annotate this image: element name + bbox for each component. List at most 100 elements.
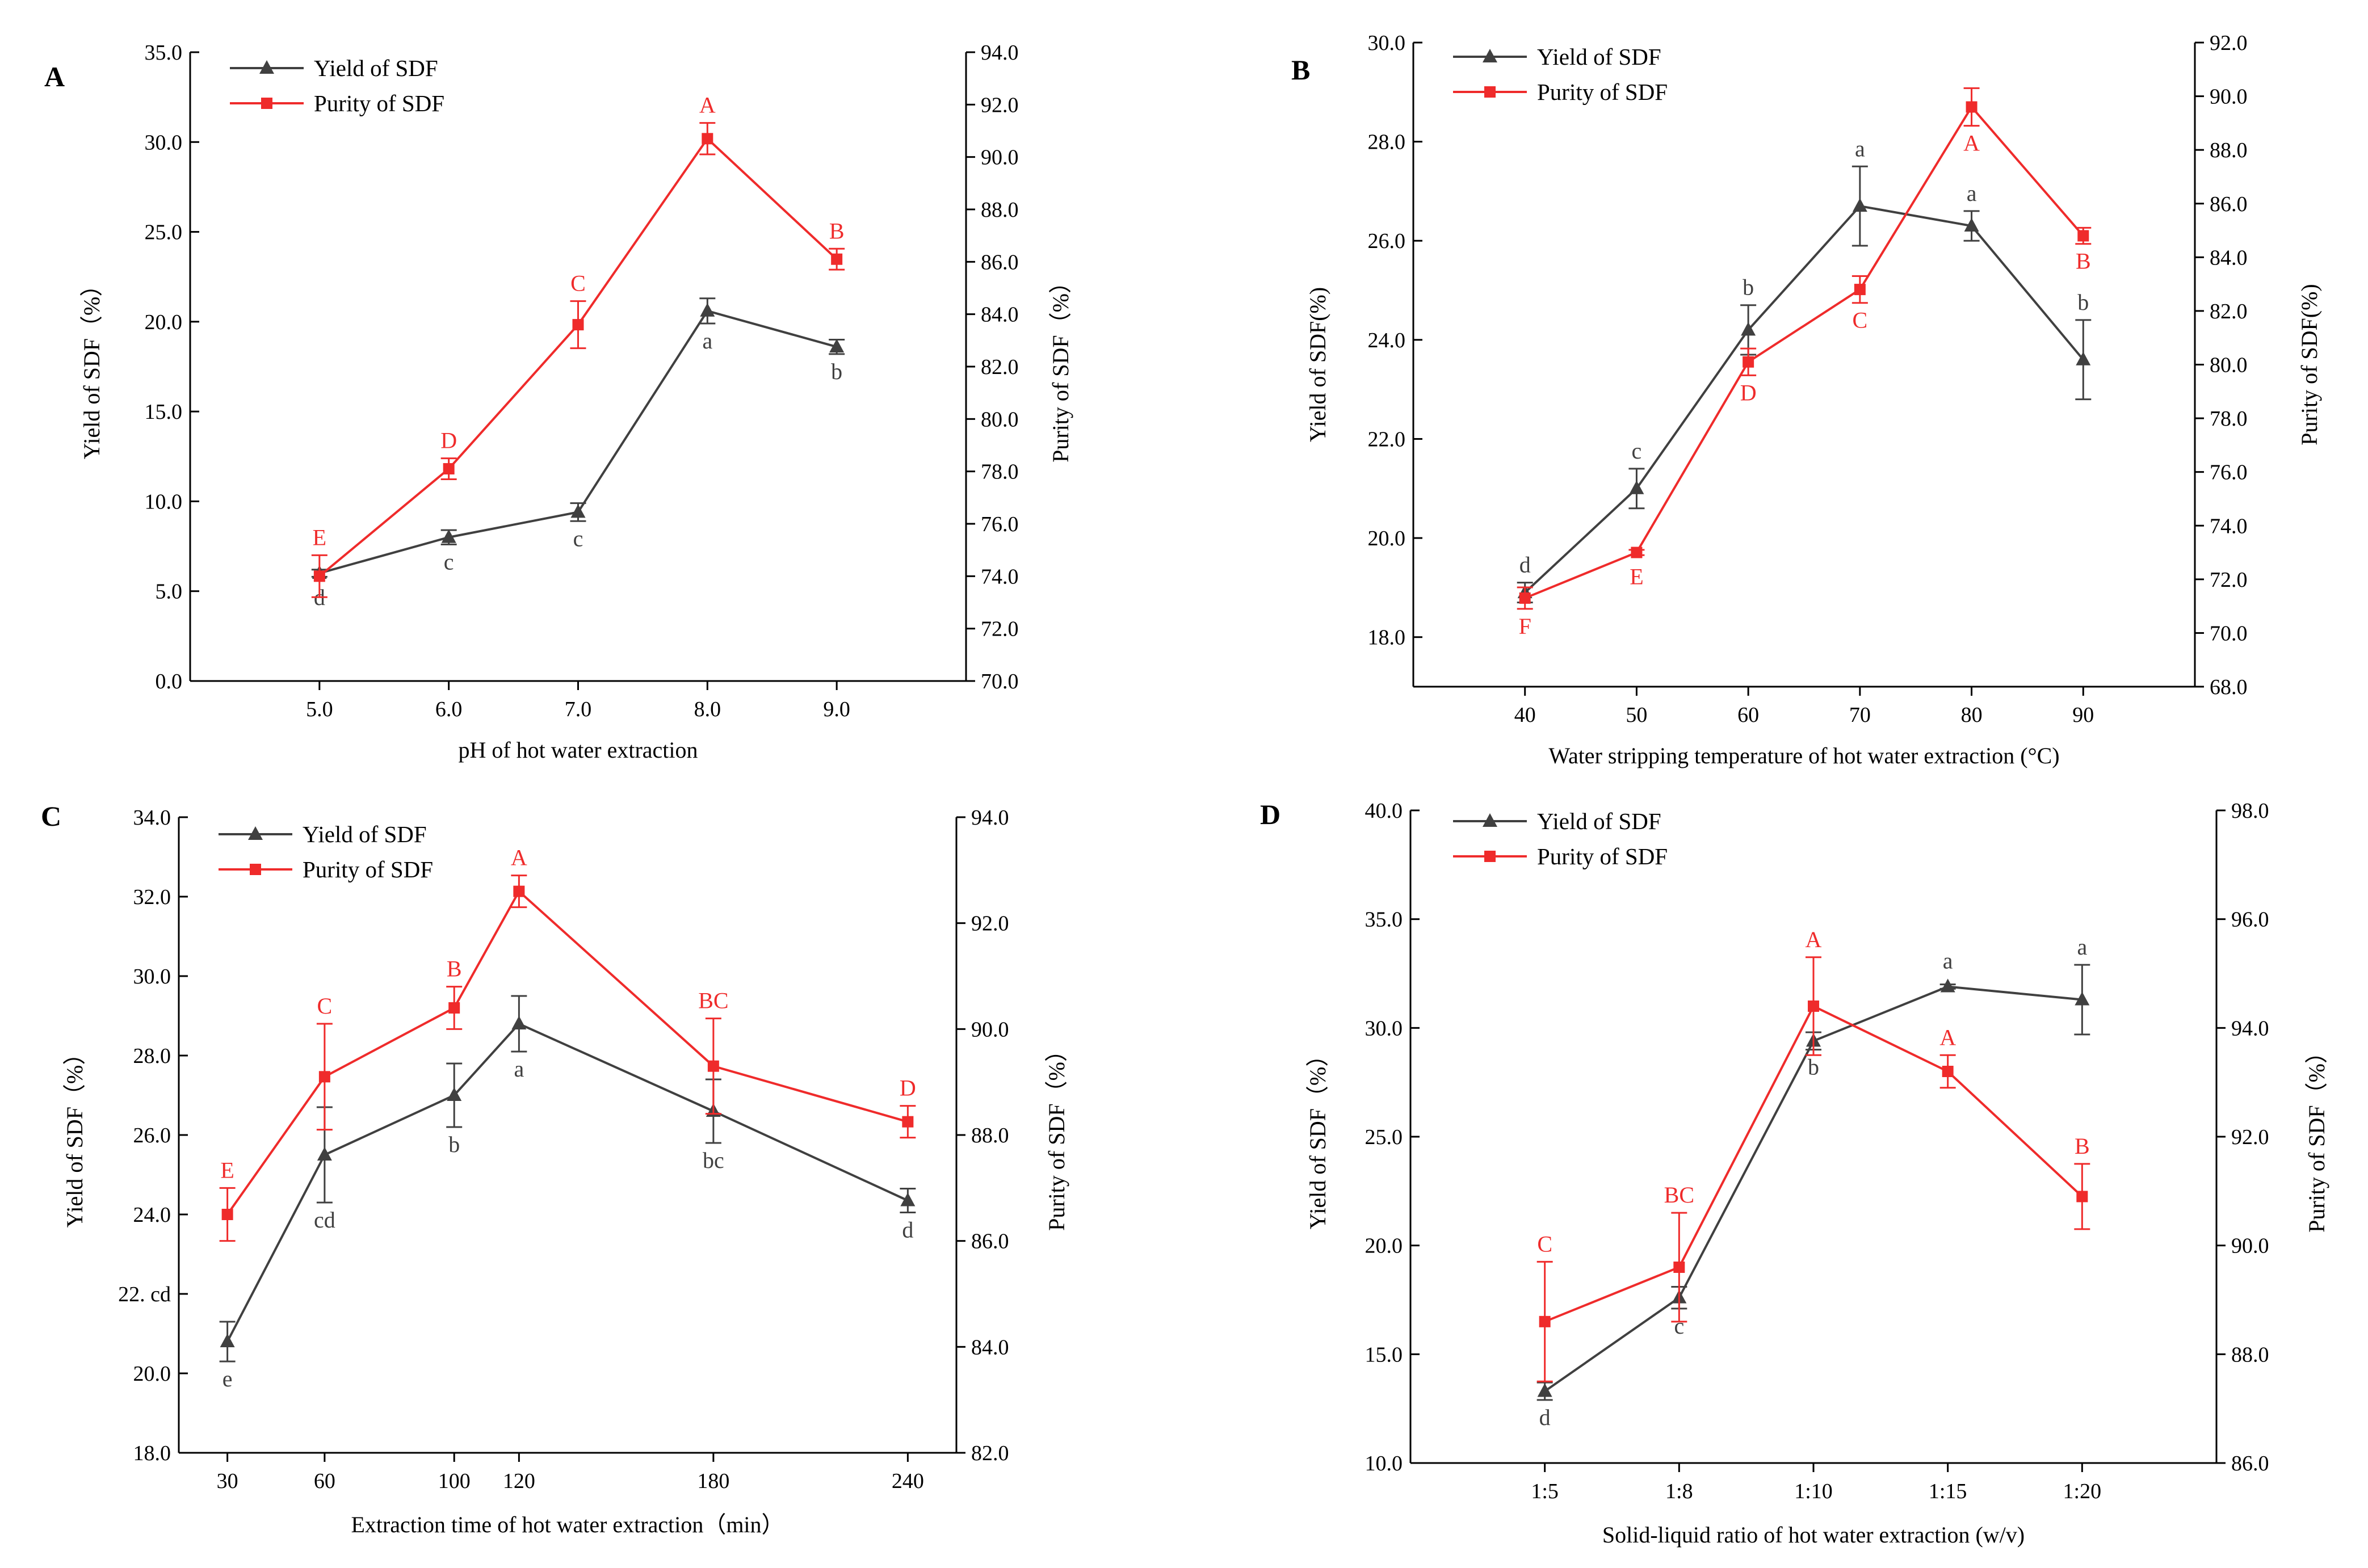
y-right-tick-label: 86.0 <box>971 1230 1009 1254</box>
data-point <box>1537 1383 1552 1397</box>
y-right-axis-title: Purity of SDF（%） <box>1048 271 1073 463</box>
significance-label: E <box>220 1157 234 1183</box>
x-tick-label: 7.0 <box>565 697 592 721</box>
significance-label: c <box>1674 1313 1684 1339</box>
legend: Yield of SDF Purity of SDF <box>1453 44 1668 105</box>
data-point <box>570 504 586 518</box>
significance-label: BC <box>1664 1182 1694 1208</box>
data-point <box>900 1192 916 1207</box>
data-point <box>313 570 325 582</box>
chart-panel-a: A 0.0 5.0 10.0 15.0 20.0 25.0 30.0 35.0 70.0 72.0 7… <box>44 41 1073 763</box>
data-point <box>1940 978 1955 993</box>
y-right-tick-label: 70.0 <box>2210 621 2248 645</box>
significance-label: bc <box>703 1147 724 1173</box>
y-right-tick-label: 88.0 <box>2231 1343 2269 1367</box>
y-left-tick-label: 24.0 <box>133 1203 171 1227</box>
y-right-tick-label: 78.0 <box>981 460 1019 484</box>
y-right-tick-label: 88.0 <box>971 1124 1009 1147</box>
series-purity: C BC A A B <box>1536 927 2090 1382</box>
significance-label: B <box>2076 249 2091 274</box>
y-left-axis-title: Yield of SDF（%） <box>62 1042 87 1228</box>
significance-label: d <box>1519 552 1531 578</box>
data-point <box>831 253 843 265</box>
y-left-tick-label: 15.0 <box>1365 1343 1403 1367</box>
y-right-tick-label: 86.0 <box>2210 192 2248 216</box>
y-left-tick-label: 0.0 <box>156 670 183 693</box>
panel-letter: B <box>1291 54 1310 86</box>
legend-label: Purity of SDF <box>303 856 433 882</box>
data-point <box>220 1334 235 1347</box>
significance-label: A <box>1806 927 1822 952</box>
y-right-tick-label: 94.0 <box>971 806 1009 830</box>
significance-label: b <box>1743 275 1754 300</box>
x-axis-title: Water stripping temperature of hot water… <box>1548 743 2059 768</box>
x-tick-label: 120 <box>503 1469 535 1493</box>
data-point <box>1852 198 1867 212</box>
significance-label: cd <box>314 1207 335 1233</box>
y-right-tick-label: 80.0 <box>2210 354 2248 377</box>
y-right-tick-label: 68.0 <box>2210 675 2248 699</box>
data-point <box>1629 480 1644 494</box>
data-point <box>1519 592 1531 604</box>
legend-label: Yield of SDF <box>303 821 427 847</box>
significance-label: c <box>1632 438 1642 464</box>
data-point <box>707 1060 719 1072</box>
x-tick-label: 9.0 <box>823 697 850 721</box>
significance-label: E <box>1630 564 1643 590</box>
significance-label: A <box>1963 131 1980 156</box>
significance-label: d <box>1539 1405 1551 1430</box>
y-left-tick-label: 22. cd <box>118 1283 171 1306</box>
series-yield: d c b a a b <box>1517 136 2092 604</box>
x-tick-label: 50 <box>1626 703 1647 727</box>
significance-label: a <box>702 328 712 354</box>
legend-marker <box>261 98 272 109</box>
x-tick-label: 180 <box>697 1469 729 1493</box>
data-point <box>1854 284 1866 296</box>
significance-label: b <box>448 1132 460 1157</box>
y-right-tick-label: 86.0 <box>2231 1452 2269 1475</box>
x-axis-title: Extraction time of hot water extraction（… <box>351 1512 784 1537</box>
y-right-tick-label: 76.0 <box>2210 461 2248 485</box>
series-line <box>1524 105 2084 599</box>
data-point <box>2077 230 2089 242</box>
x-axis-title: Solid-liquid ratio of hot water extracti… <box>1602 1522 2025 1548</box>
legend-marker <box>1484 86 1496 98</box>
y-left-tick-label: 15.0 <box>145 400 183 424</box>
y-right-tick-label: 84.0 <box>981 303 1019 327</box>
y-right-tick-label: 92.0 <box>2210 31 2248 55</box>
panel-letter: A <box>44 61 65 93</box>
y-left-tick-label: 24.0 <box>1368 329 1406 352</box>
data-point <box>1743 356 1754 368</box>
y-left-tick-label: 5.0 <box>156 580 183 604</box>
series-yield: e cd b a bc d <box>219 995 916 1392</box>
y-left-tick-label: 25.0 <box>1365 1125 1403 1149</box>
y-right-tick-label: 82.0 <box>2210 300 2248 323</box>
legend-label: Purity of SDF <box>1537 79 1668 105</box>
significance-label: a <box>514 1056 524 1082</box>
data-point <box>441 529 456 543</box>
x-tick-label: 1:5 <box>1531 1479 1559 1503</box>
significance-label: D <box>1740 380 1757 405</box>
y-right-axis-title: Purity of SDF（%） <box>2304 1041 2329 1233</box>
y-left-tick-label: 10.0 <box>1365 1452 1403 1475</box>
y-right-tick-label: 92.0 <box>2231 1125 2269 1149</box>
x-tick-label: 40 <box>1514 703 1536 727</box>
legend: Yield of SDF Purity of SDF <box>1453 808 1668 869</box>
significance-label: B <box>447 956 462 982</box>
significance-label: A <box>699 93 716 118</box>
y-left-tick-label: 30.0 <box>1368 31 1406 55</box>
y-right-tick-label: 92.0 <box>971 912 1009 936</box>
series-purity: E D C A B <box>311 93 845 598</box>
significance-label: C <box>1537 1231 1552 1256</box>
y-left-tick-label: 18.0 <box>133 1441 171 1465</box>
y-right-tick-label: 82.0 <box>971 1441 1009 1465</box>
data-point <box>513 885 525 897</box>
y-right-tick-label: 72.0 <box>2210 568 2248 592</box>
x-tick-label: 70 <box>1849 703 1871 727</box>
x-tick-label: 60 <box>314 1469 335 1493</box>
data-point <box>2075 991 2090 1006</box>
data-point <box>1942 1066 1954 1077</box>
y-left-tick-label: 28.0 <box>1368 131 1406 154</box>
significance-label: F <box>1519 613 1531 639</box>
